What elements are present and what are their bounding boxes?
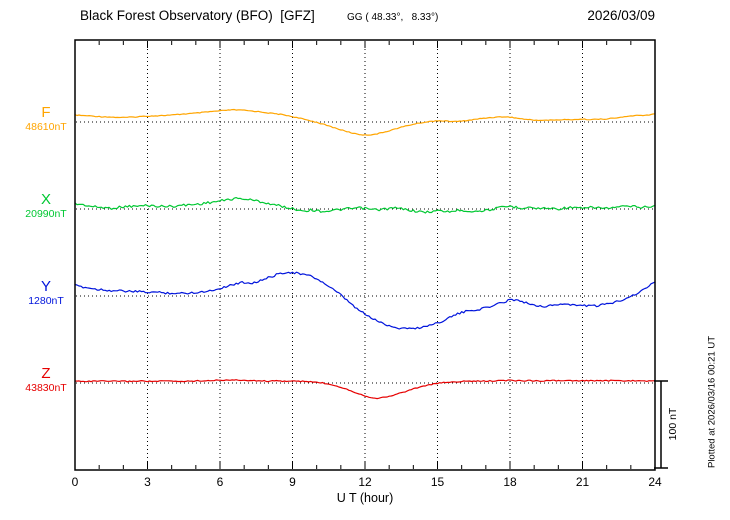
scale-bar-label: 100 nT <box>667 407 679 441</box>
x-tick-label: 18 <box>503 475 517 489</box>
x-trace <box>74 197 656 214</box>
trace-baseline-value: 1280nT <box>28 295 64 307</box>
x-tick-label: 6 <box>216 475 224 489</box>
trace-baseline-value: 20990nT <box>25 208 67 220</box>
trace-letter: X <box>40 191 51 208</box>
trace-label-x: X 20990nT <box>14 192 78 221</box>
trace-baseline-value: 48610nT <box>25 121 67 133</box>
trace-baseline-value: 43830nT <box>25 382 67 394</box>
z-trace <box>74 379 656 400</box>
x-tick-label: 0 <box>71 475 79 489</box>
f-trace <box>74 108 656 136</box>
geographic-coordinates: GG ( 48.33°, 8.33°) <box>347 11 439 23</box>
x-tick-label: 21 <box>575 475 590 489</box>
x-tick-label: 12 <box>358 475 372 489</box>
trace-letter: F <box>41 104 51 121</box>
trace-letter: Z <box>41 365 51 382</box>
plot-date: 2026/03/09 <box>587 8 655 23</box>
x-tick-label: 3 <box>144 475 151 489</box>
plot-frame <box>74 39 656 471</box>
observatory-title: Black Forest Observatory (BFO) [GFZ] <box>80 8 315 23</box>
x-tick-label: 15 <box>430 475 445 489</box>
x-tick-label: 24 <box>648 475 662 489</box>
trace-letter: Y <box>40 278 51 295</box>
y-trace <box>74 271 656 330</box>
x-axis-label: U T (hour) <box>336 491 394 505</box>
trace-label-z: Z 43830nT <box>14 366 78 395</box>
plot-timestamp: Plotted at 2026/03/16 00:21 UT <box>706 335 718 469</box>
trace-label-y: Y 1280nT <box>14 279 78 308</box>
x-tick-label: 9 <box>289 475 296 489</box>
trace-label-f: F 48610nT <box>14 105 78 134</box>
